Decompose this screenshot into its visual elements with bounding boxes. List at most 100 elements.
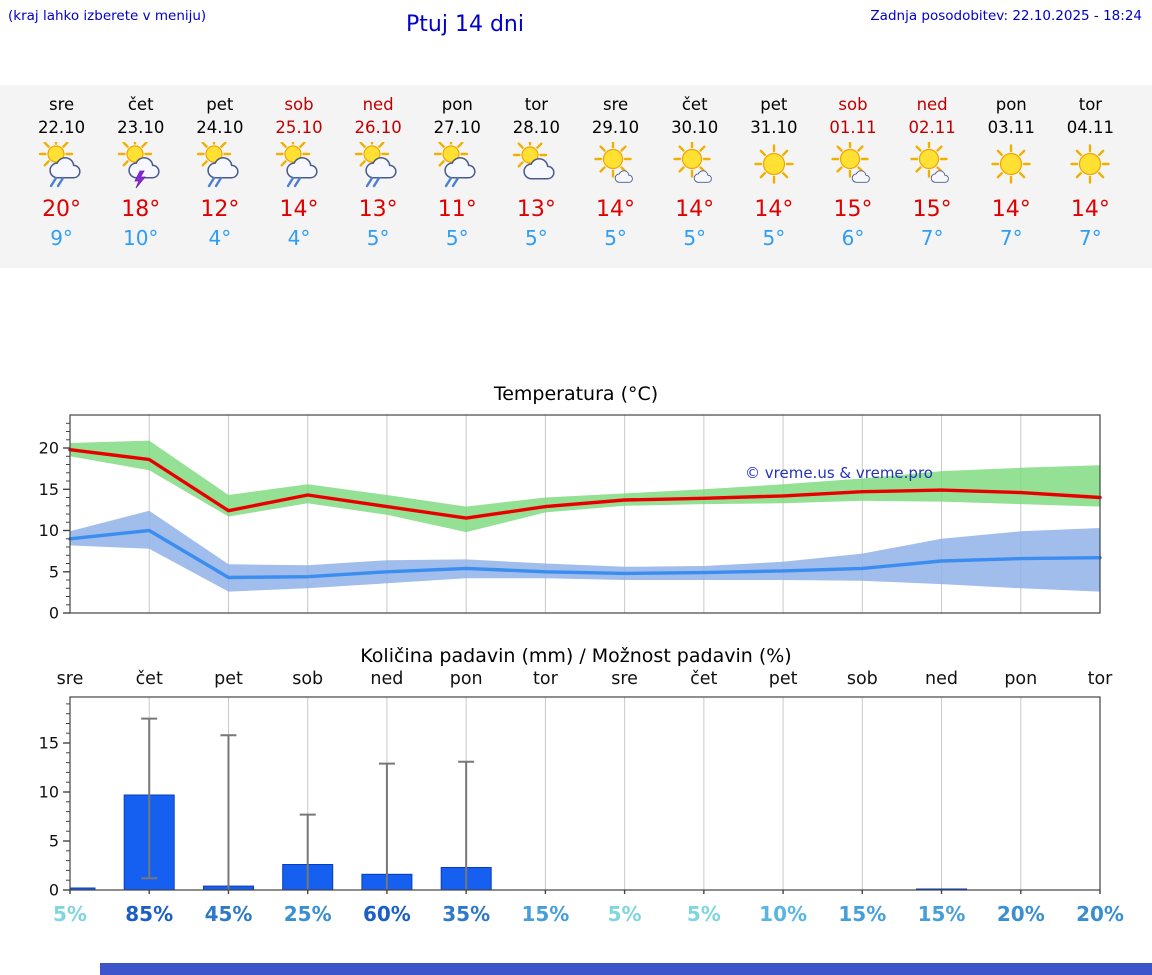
forecast-day-01.11: sob 01.11 15° 6°: [813, 85, 892, 268]
precip-day-label: pon: [1004, 669, 1037, 689]
day-date: 30.10: [671, 118, 719, 137]
precip-day-label: tor: [533, 669, 559, 689]
vreme-watermark: © vreme.us & vreme.pro: [745, 464, 933, 482]
day-date: 23.10: [117, 118, 165, 137]
precip-probability: 15%: [838, 902, 886, 926]
precip-day-label: sob: [847, 669, 878, 689]
temp-min: 7°: [920, 226, 944, 250]
forecast-day-23.10: čet 23.10 18° 10°: [101, 85, 180, 268]
temp-max: 14°: [991, 197, 1031, 222]
menu-hint: (kraj lahko izberete v meniju): [8, 8, 207, 24]
temp-y-tick: 15: [39, 480, 59, 499]
forecast-day-28.10: tor 28.10 13° 5°: [497, 85, 576, 268]
day-name: čet: [681, 95, 708, 114]
temp-min: 5°: [445, 226, 469, 250]
precip-probability: 35%: [442, 902, 490, 926]
forecast-day-31.10: pet 31.10 14° 5°: [734, 85, 813, 268]
temp-max: 14°: [279, 197, 319, 222]
page-title: Ptuj 14 dni: [406, 12, 524, 37]
precip-day-label: pon: [450, 669, 483, 689]
day-date: 25.10: [275, 118, 323, 137]
day-name: pet: [760, 95, 788, 114]
forecast-day-25.10: sob 25.10 14° 4°: [259, 85, 338, 268]
temp-min: 5°: [525, 226, 548, 250]
day-date: 01.11: [829, 118, 877, 137]
day-date: 26.10: [354, 118, 402, 137]
precip-y-tick: 15: [39, 734, 59, 753]
day-date: 22.10: [37, 118, 86, 137]
temp-min: 10°: [122, 226, 159, 250]
precip-y-tick: 5: [49, 832, 59, 851]
temperature-chart-svg: 0 5 10 15 20 © vreme.us & vreme.pro: [39, 414, 1102, 620]
precip-probability: 25%: [284, 902, 332, 926]
temp-max: 15°: [912, 197, 952, 222]
sunny-icon: [734, 139, 813, 193]
temp-max: 13°: [358, 197, 398, 222]
precipitation-chart-title: Količina padavin (mm) / Možnost padavin …: [360, 645, 792, 667]
temp-max: 13°: [516, 197, 556, 222]
day-name: sre: [602, 95, 629, 114]
sun-cloud-rain-icon: [180, 139, 259, 193]
temp-max: 18°: [121, 197, 161, 222]
temperature-chart-block: Temperatura (°C) 0 5 10 15 20 © vreme.us & vr…: [0, 383, 1152, 619]
sunny-icon: [1051, 139, 1130, 193]
day-date: 04.11: [1066, 118, 1115, 137]
precip-day-label: pet: [769, 669, 798, 689]
precip-probability: 45%: [205, 902, 253, 926]
temperature-chart: 0 5 10 15 20 © vreme.us & vreme.pro: [0, 407, 1152, 619]
precip-probability: 20%: [1076, 902, 1124, 926]
sun-small-cloud-icon: [813, 139, 892, 193]
temp-max: 15°: [833, 197, 873, 222]
precip-day-label: sob: [292, 669, 323, 689]
temp-max: 20°: [42, 197, 82, 222]
day-name: sob: [838, 95, 868, 114]
precip-day-label: čet: [690, 669, 717, 689]
sun-cloud-icon: [497, 139, 576, 193]
precip-y-tick: 10: [39, 783, 59, 802]
forecast-day-29.10: sre 29.10 14° 5°: [576, 85, 655, 268]
temp-min: 7°: [999, 226, 1023, 250]
day-date: 27.10: [433, 118, 481, 137]
precip-probability: 10%: [759, 902, 807, 926]
sun-cloud-rain-icon: [339, 139, 418, 193]
day-name: pon: [441, 95, 473, 114]
precipitation-chart: sre čet pet sob ned pon tor sre čet pet sob ned pon t…: [0, 669, 1152, 934]
bottom-scrollbar[interactable]: [100, 963, 1152, 975]
precip-day-label: ned: [370, 669, 403, 689]
precip-probability: 5%: [687, 902, 721, 926]
precip-day-label: čet: [136, 669, 163, 689]
temp-min: 5°: [366, 226, 390, 250]
day-date: 28.10: [512, 118, 561, 137]
day-date: 02.11: [908, 118, 956, 137]
temp-min: 5°: [604, 226, 627, 250]
day-name: sre: [48, 95, 75, 114]
precip-probability: 15%: [521, 902, 569, 926]
precip-day-label: sre: [611, 669, 638, 689]
temp-y-tick: 5: [49, 562, 59, 581]
temp-y-tick: 0: [49, 604, 59, 620]
sun-cloud-storm-icon: [101, 139, 180, 193]
temp-max: 14°: [754, 197, 794, 222]
forecast-day-02.11: ned 02.11 15° 7°: [893, 85, 972, 268]
precip-day-label: sre: [57, 669, 84, 689]
day-name: sob: [284, 95, 314, 114]
day-name: pet: [206, 95, 234, 114]
precip-probability: 5%: [53, 902, 87, 926]
forecast-day-30.10: čet 30.10 14° 5°: [655, 85, 734, 268]
sun-small-cloud-icon: [893, 139, 972, 193]
forecast-day-24.10: pet 24.10 12° 4°: [180, 85, 259, 268]
forecast-day-27.10: pon 27.10 11° 5°: [418, 85, 497, 268]
sun-small-cloud-icon: [576, 139, 655, 193]
day-name: čet: [127, 95, 154, 114]
temp-max: 14°: [596, 197, 636, 222]
day-date: 31.10: [750, 118, 798, 137]
temp-min: 6°: [841, 226, 865, 250]
day-date: 03.11: [987, 118, 1035, 137]
temp-max: 11°: [437, 197, 477, 222]
temp-min: 9°: [50, 226, 73, 250]
temp-min: 7°: [1079, 226, 1102, 250]
temperature-chart-title: Temperatura (°C): [493, 383, 659, 405]
last-update-label: Zadnja posodobitev: 22.10.2025 - 18:24: [870, 8, 1142, 24]
precip-probability: 85%: [125, 902, 173, 926]
